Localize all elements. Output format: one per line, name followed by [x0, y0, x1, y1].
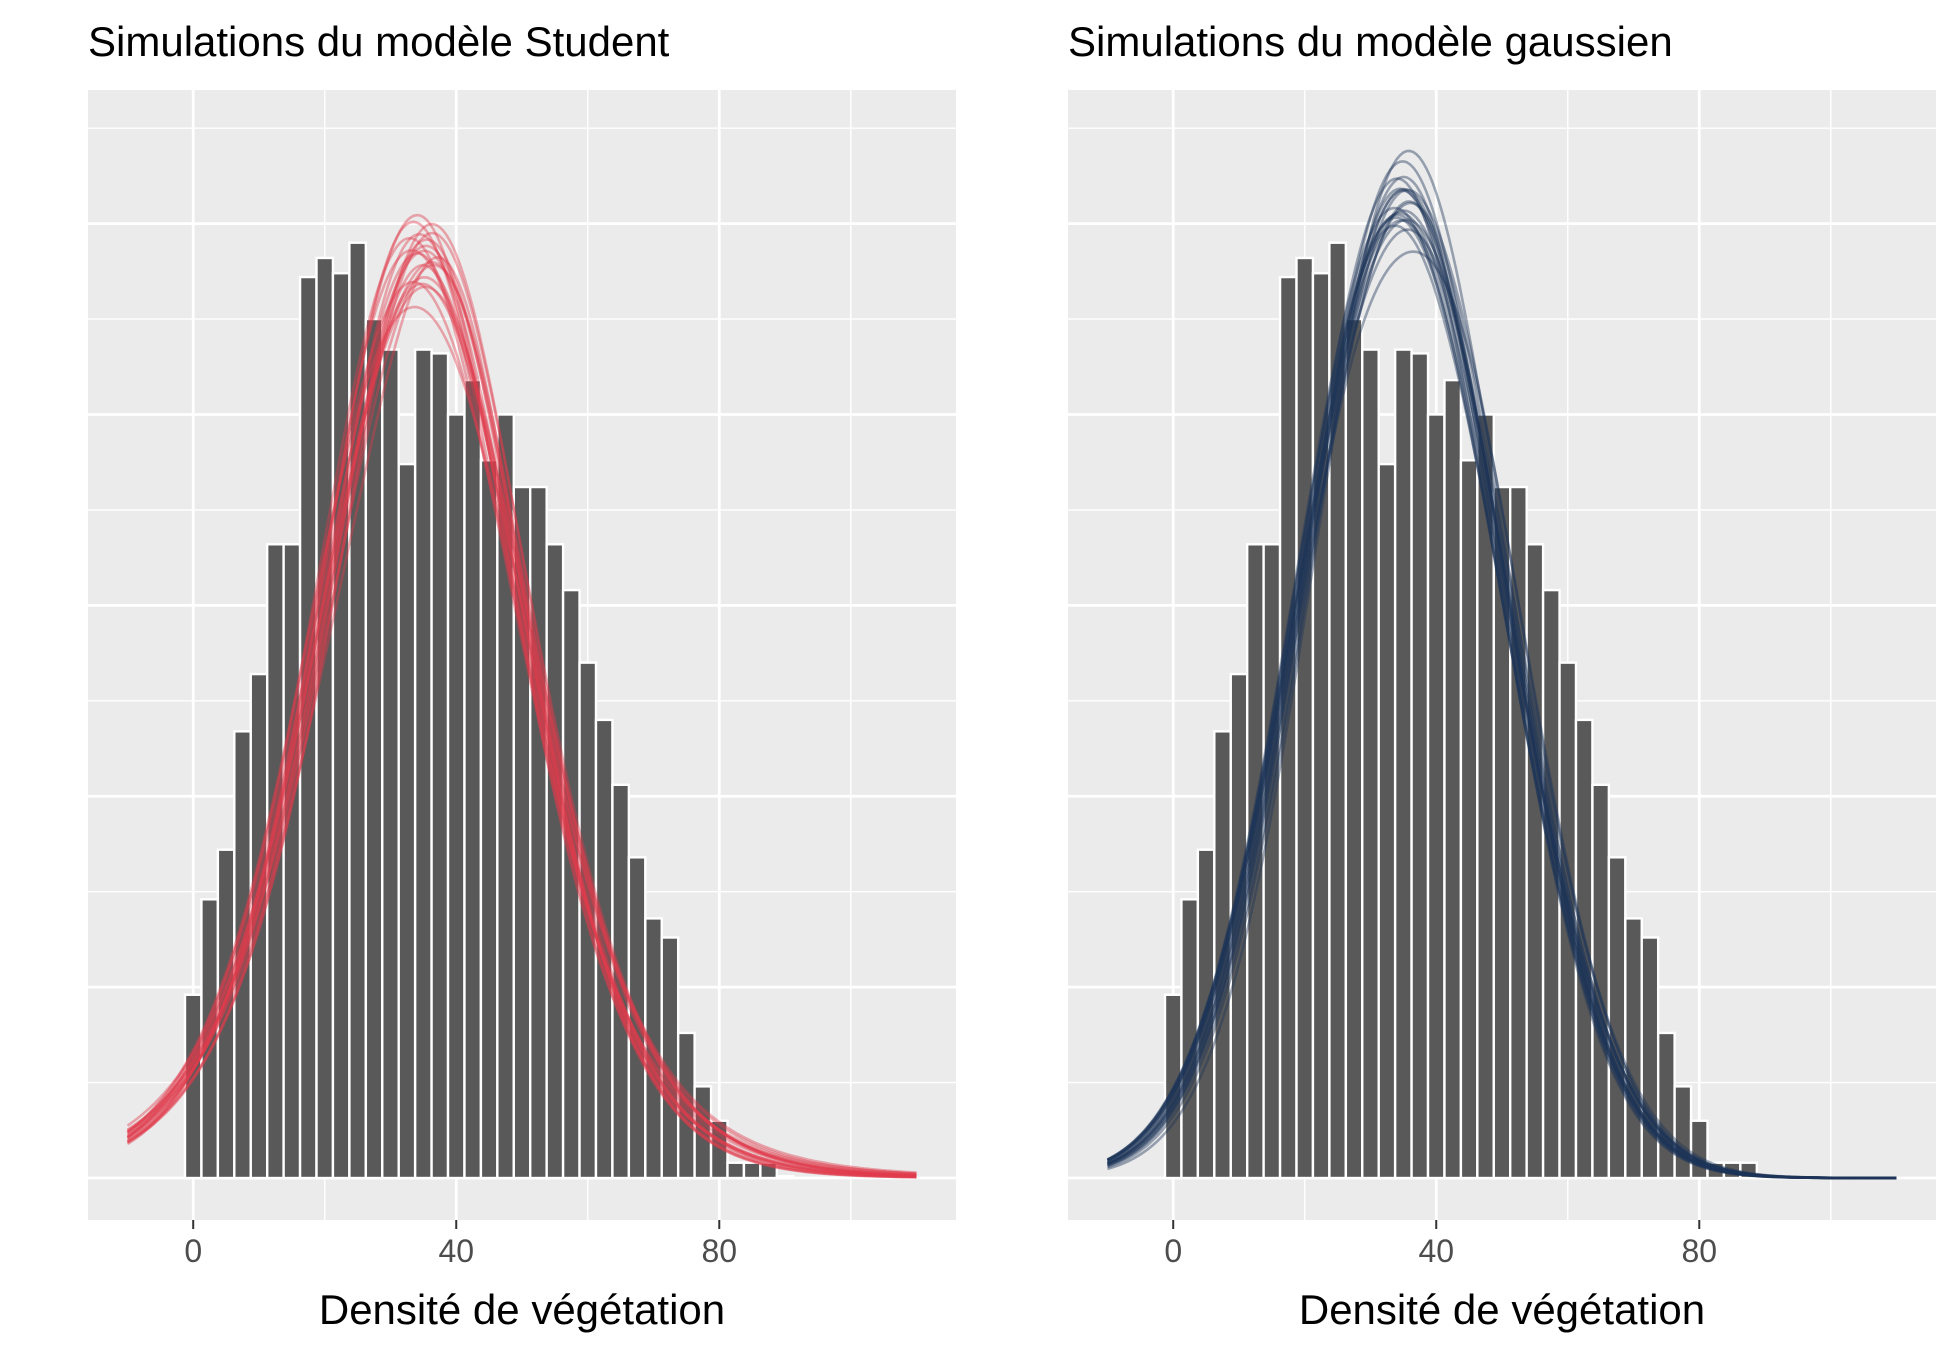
- x-tick-label: 80: [1681, 1233, 1717, 1269]
- histogram-bar: [529, 485, 548, 1180]
- density-curve: [126, 238, 917, 1177]
- histogram-bar: [775, 1174, 795, 1180]
- histogram-bar: [397, 462, 417, 1180]
- density-curve: [126, 236, 917, 1179]
- histogram-bar: [381, 348, 400, 1180]
- density-curve: [1106, 177, 1897, 1180]
- x-axis-title-student: Densité de végétation: [319, 1286, 725, 1333]
- histogram-bar: [1624, 917, 1643, 1180]
- panel-title-gaussian: Simulations du modèle gaussien: [1068, 18, 1673, 65]
- histogram-bar: [1426, 413, 1446, 1180]
- x-axis-student: 0 40 80: [184, 1220, 737, 1269]
- x-tick-label: 0: [184, 1233, 202, 1269]
- x-tick-label: 80: [701, 1233, 737, 1269]
- histogram-bar: [463, 378, 483, 1180]
- histogram-bar: [545, 543, 565, 1180]
- histogram-bar: [709, 1119, 729, 1180]
- density-curve: [126, 232, 917, 1176]
- histogram-bar: [430, 352, 450, 1180]
- density-curve: [1106, 219, 1897, 1180]
- density-curve: [1106, 200, 1897, 1180]
- density-curve: [126, 249, 917, 1179]
- density-curve: [1106, 224, 1897, 1180]
- histogram-bar: [1607, 856, 1627, 1180]
- histogram-bar: [1525, 543, 1545, 1180]
- density-curve: [126, 252, 917, 1175]
- histogram-bar: [446, 413, 466, 1180]
- histogram-bar: [1361, 348, 1380, 1180]
- density-curve: [126, 263, 917, 1175]
- density-curve: [1106, 213, 1897, 1180]
- density-curve: [126, 220, 917, 1179]
- panel-gaussian: Simulations du modèle gaussien Densité d…: [1068, 18, 1936, 1333]
- histogram-gaussian: [1163, 241, 1775, 1180]
- density-curve: [1107, 250, 1897, 1180]
- density-curve: [1106, 175, 1897, 1180]
- density-curve: [1106, 228, 1897, 1180]
- histogram-bar: [331, 272, 351, 1180]
- density-curve: [1107, 189, 1897, 1180]
- histogram-bar: [413, 348, 433, 1180]
- density-curve: [1107, 149, 1897, 1180]
- x-tick-label: 40: [1418, 1233, 1454, 1269]
- density-curve: [126, 249, 917, 1179]
- density-curve: [1106, 218, 1897, 1180]
- density-curve: [1107, 209, 1897, 1180]
- histogram-bar: [1262, 543, 1282, 1180]
- density-curve: [1106, 206, 1897, 1180]
- density-curve: [126, 280, 917, 1178]
- histogram-bar: [1410, 352, 1430, 1180]
- histogram-bar: [726, 1161, 746, 1180]
- x-axis-title-gaussian: Densité de végétation: [1299, 1286, 1705, 1333]
- density-curve: [126, 282, 917, 1177]
- density-curve: [126, 222, 917, 1177]
- histogram-bar: [759, 1161, 779, 1180]
- histogram-bar: [660, 936, 680, 1180]
- histogram-bar: [364, 317, 384, 1180]
- density-curves-gaussian: [1106, 149, 1897, 1180]
- density-curve: [126, 285, 917, 1179]
- density-curve: [126, 231, 917, 1177]
- histogram-student: [183, 241, 795, 1180]
- density-curve: [126, 244, 917, 1177]
- x-tick-label: 40: [438, 1233, 474, 1269]
- density-curve: [126, 256, 917, 1174]
- histogram-bar: [1344, 317, 1364, 1180]
- histogram-bar: [315, 256, 335, 1180]
- density-curve: [1106, 201, 1897, 1180]
- histogram-bar: [1377, 462, 1397, 1180]
- panel-title-student: Simulations du modèle Student: [88, 18, 670, 65]
- histogram-bar: [282, 543, 302, 1180]
- histogram-bar: [1295, 256, 1315, 1180]
- histogram-bar: [1739, 1161, 1759, 1180]
- density-curve: [126, 261, 917, 1178]
- x-tick-label: 0: [1164, 1233, 1182, 1269]
- x-axis-gaussian: 0 40 80: [1164, 1220, 1717, 1269]
- density-curve: [126, 305, 917, 1178]
- density-curve: [1107, 187, 1897, 1180]
- density-curve: [126, 276, 917, 1178]
- histogram-bar: [742, 1161, 762, 1180]
- density-curve: [126, 263, 917, 1177]
- panel-student: Simulations du modèle Student Densité de…: [88, 18, 956, 1333]
- histogram-bar: [1393, 348, 1413, 1180]
- density-curve: [1107, 188, 1897, 1180]
- histogram-bar: [1673, 1085, 1693, 1180]
- histogram-bar: [1459, 459, 1479, 1180]
- density-curve: [126, 213, 917, 1177]
- histogram-bar: [1755, 1174, 1775, 1180]
- density-curve: [1107, 160, 1897, 1180]
- density-curve: [1106, 187, 1897, 1180]
- histogram-bar: [1640, 936, 1660, 1180]
- histogram-bar: [479, 459, 499, 1180]
- density-curves-student: [126, 213, 917, 1179]
- histogram-bar: [1656, 1031, 1676, 1180]
- histogram-bar: [1689, 1119, 1709, 1180]
- histogram-bar: [1443, 378, 1463, 1180]
- density-curve: [1107, 211, 1897, 1180]
- density-curve: [1106, 216, 1897, 1180]
